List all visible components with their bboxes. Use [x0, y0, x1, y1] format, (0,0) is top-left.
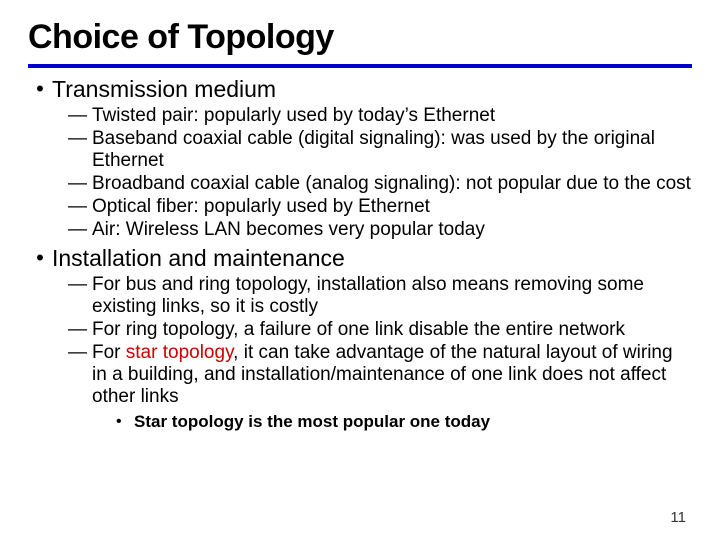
em-dash-icon: — [68, 128, 92, 172]
slide: Choice of Topology • Transmission medium… [0, 0, 720, 540]
bullet-text: For bus and ring topology, installation … [92, 274, 692, 318]
em-dash-icon: — [68, 342, 92, 408]
bullet-level1: • Transmission medium [28, 76, 692, 103]
em-dash-icon: — [68, 105, 92, 127]
highlight-star-topology: star topology [126, 342, 233, 363]
bullet-dot-icon: • [116, 412, 134, 432]
em-dash-icon: — [68, 219, 92, 241]
page-number: 11 [670, 509, 686, 526]
bullet-text: Installation and maintenance [52, 245, 345, 272]
bullet-level2: — Broadband coaxial cable (analog signal… [68, 173, 692, 195]
bullet-dot-icon: • [28, 245, 52, 272]
em-dash-icon: — [68, 173, 92, 195]
bullet-level2: — Twisted pair: popularly used by today’… [68, 105, 692, 127]
slide-title: Choice of Topology [28, 18, 692, 62]
bullet-level2: — Air: Wireless LAN becomes very popular… [68, 219, 692, 241]
bullet-text: Transmission medium [52, 76, 276, 103]
bullet-level3: • Star topology is the most popular one … [116, 412, 692, 432]
bullet-text: Star topology is the most popular one to… [134, 412, 490, 432]
bullet-level2: — Baseband coaxial cable (digital signal… [68, 128, 692, 172]
em-dash-icon: — [68, 274, 92, 318]
bullet-level2: — For bus and ring topology, installatio… [68, 274, 692, 318]
bullet-text: For ring topology, a failure of one link… [92, 319, 625, 341]
bullet-level2: — For ring topology, a failure of one li… [68, 319, 692, 341]
bullet-text: Air: Wireless LAN becomes very popular t… [92, 219, 485, 241]
bullet-text: Optical fiber: popularly used by Etherne… [92, 196, 430, 218]
bullet-text: Broadband coaxial cable (analog signalin… [92, 173, 691, 195]
bullet-dot-icon: • [28, 76, 52, 103]
title-underline [28, 64, 692, 68]
bullet-level2: — For star topology, it can take advanta… [68, 342, 692, 408]
em-dash-icon: — [68, 196, 92, 218]
bullet-text: Twisted pair: popularly used by today’s … [92, 105, 495, 127]
bullet-level2: — Optical fiber: popularly used by Ether… [68, 196, 692, 218]
text-pre: For [92, 342, 126, 363]
em-dash-icon: — [68, 319, 92, 341]
bullet-text: For star topology, it can take advantage… [92, 342, 692, 408]
bullet-level1: • Installation and maintenance [28, 245, 692, 272]
bullet-text: Baseband coaxial cable (digital signalin… [92, 128, 692, 172]
